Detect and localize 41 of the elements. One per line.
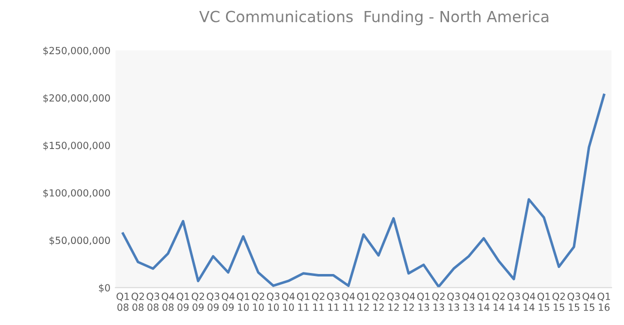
x-tick-label: Q3 15 xyxy=(568,292,580,311)
x-tick-label: Q3 10 xyxy=(266,292,280,311)
x-tick-label: Q2 11 xyxy=(312,292,324,311)
chart-title: VC Communications Funding - North America xyxy=(199,10,548,26)
y-tick-label: $0 xyxy=(99,284,110,293)
x-tick-label: Q1 10 xyxy=(236,292,250,311)
y-tick-label: $200,000,000 xyxy=(43,94,110,103)
x-tick-label: Q2 12 xyxy=(372,292,384,311)
x-tick-label: Q3 08 xyxy=(146,292,160,311)
x-tick-label: Q3 13 xyxy=(447,292,460,311)
x-tick-label: Q2 15 xyxy=(552,292,565,311)
x-tick-label: Q4 15 xyxy=(582,292,596,311)
x-tick-label: Q2 13 xyxy=(432,292,445,311)
x-tick-label: Q4 10 xyxy=(282,292,295,311)
x-tick-label: Q1 16 xyxy=(598,292,610,311)
x-tick-label: Q3 09 xyxy=(206,292,220,311)
x-tick-label: Q1 12 xyxy=(357,292,370,311)
x-tick-label: Q2 09 xyxy=(192,292,204,311)
y-tick-label: $50,000,000 xyxy=(50,236,110,246)
x-tick-label: Q1 11 xyxy=(296,292,310,311)
x-tick-label: Q2 10 xyxy=(252,292,264,311)
x-tick-label: Q4 14 xyxy=(522,292,536,311)
x-tick-label: Q4 11 xyxy=(342,292,355,311)
y-tick-label: $150,000,000 xyxy=(43,142,110,150)
x-tick-label: Q4 09 xyxy=(222,292,235,311)
y-tick-label: $100,000,000 xyxy=(43,189,110,198)
x-tick-label: Q2 08 xyxy=(132,292,144,311)
x-tick-label: Q1 08 xyxy=(116,292,129,311)
x-tick-label: Q2 14 xyxy=(492,292,505,311)
x-tick-label: Q4 13 xyxy=(462,292,476,311)
x-tick-label: Q1 13 xyxy=(417,292,430,311)
x-tick-label: Q1 14 xyxy=(477,292,490,311)
x-tick-label: Q1 15 xyxy=(538,292,550,311)
x-tick-label: Q3 11 xyxy=(327,292,340,311)
x-tick-label: Q3 14 xyxy=(507,292,520,311)
y-tick-label: $250,000,000 xyxy=(43,46,110,56)
x-tick-label: Q1 09 xyxy=(176,292,190,311)
line-series xyxy=(122,94,606,288)
x-tick-label: Q3 12 xyxy=(387,292,400,311)
x-tick-label: Q4 08 xyxy=(162,292,174,311)
x-tick-label: Q4 12 xyxy=(402,292,415,311)
